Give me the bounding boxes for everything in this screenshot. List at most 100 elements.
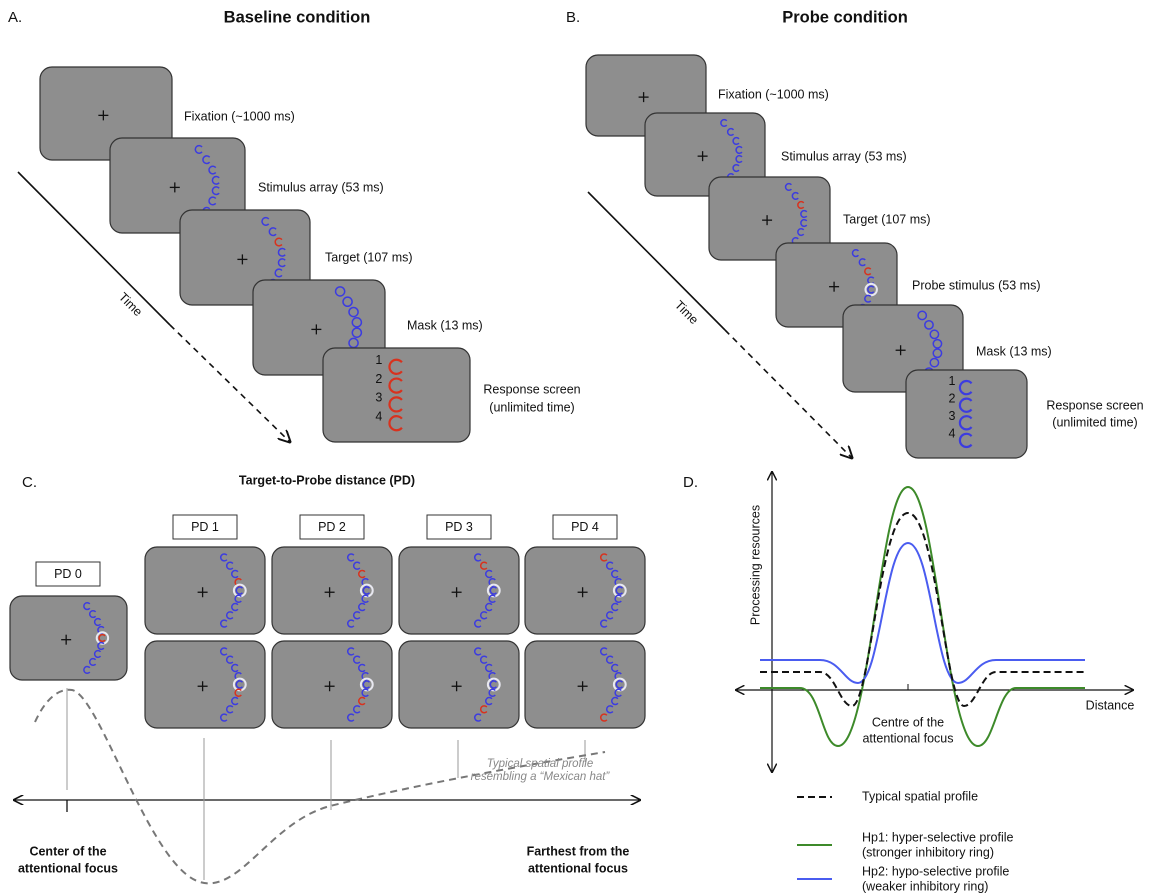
pd-label: PD 0 [54, 567, 82, 581]
stimulus-item [83, 665, 91, 675]
mask-item [348, 306, 359, 318]
stimulus-item [274, 237, 283, 247]
axis-label: Center of the [29, 844, 106, 858]
screen [905, 369, 1028, 459]
step-label: Probe stimulus (53 ms) [912, 278, 1041, 292]
step-label: Target (107 ms) [325, 250, 413, 264]
stimulus-item [353, 705, 361, 714]
panel-letter: C. [22, 474, 37, 491]
stimulus-item [488, 594, 496, 603]
mask-item [334, 286, 346, 297]
center-label: Centre of the [872, 715, 944, 729]
stimulus-item [606, 561, 614, 570]
screen [144, 546, 266, 635]
stimulus-item [600, 713, 608, 722]
mask-item [351, 317, 363, 328]
screen [322, 347, 471, 443]
stimulus-item [211, 175, 220, 185]
screen [144, 640, 266, 729]
stimulus-item [361, 688, 369, 697]
screen [524, 640, 646, 729]
stimulus-item [388, 415, 403, 432]
stimulus-item [611, 696, 619, 706]
response-number: 2 [949, 391, 956, 405]
screen [109, 137, 246, 234]
step-label: Mask (13 ms) [976, 344, 1052, 358]
screen [398, 546, 520, 635]
step-label: Mask (13 ms) [407, 318, 483, 332]
probe [95, 631, 110, 645]
stimulus-item [347, 713, 355, 722]
stimulus-item [194, 144, 203, 154]
stimulus-item [600, 553, 608, 562]
stimulus-item [358, 696, 366, 706]
stimulus-item [274, 268, 283, 278]
step-label: Response screen [483, 382, 580, 396]
axis-label: Farthest from the [527, 844, 630, 858]
step-label: Stimulus array (53 ms) [781, 149, 907, 163]
stimulus-item [606, 655, 614, 664]
stimulus-item [226, 611, 234, 620]
legend-label: Hp1: hyper-selective profile [862, 830, 1014, 844]
stimulus-item [851, 248, 860, 258]
hp1-curve [760, 485, 1085, 748]
stimulus-item [791, 191, 799, 201]
stimulus-item [797, 227, 805, 237]
stimulus-item [97, 641, 105, 651]
panel-title: Probe condition [782, 8, 908, 26]
stimulus-item [958, 432, 973, 449]
stimulus-item [358, 663, 366, 673]
stimulus-item [615, 680, 624, 689]
stimulus-item [353, 611, 361, 620]
axis-label: attentional focus [18, 861, 118, 875]
hp2-curve [760, 541, 1085, 685]
axis-label: attentional focus [528, 861, 628, 875]
stimulus-item [231, 569, 239, 579]
stimulus-item [220, 619, 228, 628]
mask-item [351, 327, 363, 338]
legend-label: (stronger inhibitory ring) [862, 845, 994, 859]
stimulus-item [726, 127, 735, 137]
step-label: (unlimited time) [1052, 415, 1137, 429]
stimulus-item [361, 594, 369, 603]
typical-curve [760, 511, 1085, 708]
center-label: attentional focus [862, 731, 953, 745]
mask-item [932, 348, 943, 359]
pd-label: PD 3 [445, 520, 473, 534]
response-number: 1 [375, 353, 382, 367]
pd-box [426, 514, 492, 540]
stimulus-item [220, 553, 228, 562]
stimulus-item [474, 647, 482, 656]
mask-item [929, 329, 940, 340]
stimulus-item [480, 611, 488, 620]
stimulus-item [388, 377, 403, 394]
pd-box [299, 514, 365, 540]
stimulus-item [485, 696, 493, 706]
stimulus-item [485, 569, 493, 579]
stimulus-item [480, 705, 488, 714]
stimulus-item [606, 705, 614, 714]
panel-letter: D. [683, 474, 698, 491]
stimulus-item [485, 663, 493, 673]
mask-item [924, 319, 934, 330]
mask-item [342, 296, 353, 308]
stimulus-item [611, 663, 619, 673]
stimulus-item [474, 619, 482, 628]
stimulus-item [277, 247, 286, 257]
stimulus-item [611, 602, 619, 612]
stimulus-item [958, 397, 973, 413]
stimulus-item [220, 647, 228, 656]
stimulus-item [600, 619, 608, 628]
mexican-hat-curve [34, 688, 606, 885]
curve-label: resembling a “Mexican hat” [471, 771, 611, 783]
probe [359, 583, 374, 598]
stimulus-item [858, 258, 866, 267]
stimulus-item [226, 561, 234, 570]
stimulus-item [362, 680, 371, 689]
pd-box [552, 514, 618, 540]
stimulus-item [784, 182, 792, 192]
probe [232, 677, 247, 692]
stimulus-item [347, 553, 355, 562]
mask-item [917, 310, 928, 321]
